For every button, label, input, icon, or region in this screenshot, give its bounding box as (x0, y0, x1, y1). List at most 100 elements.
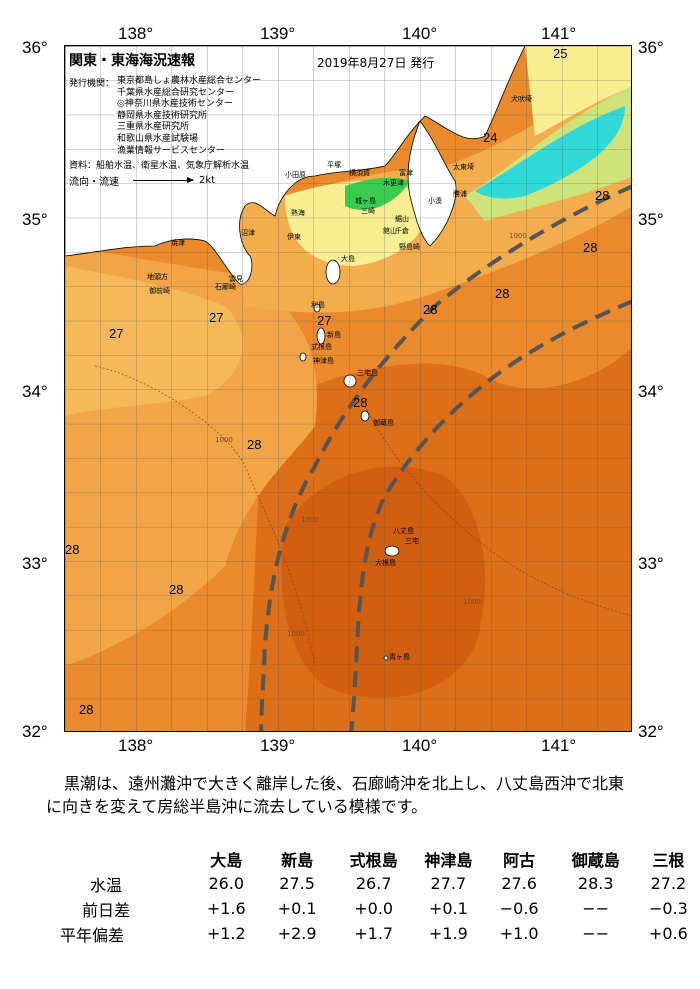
column-header: 阿古 (503, 850, 536, 870)
isobath-label: 1000 (463, 598, 481, 606)
table-cell: −− (582, 899, 610, 918)
place-label: 三宅島 (357, 369, 378, 377)
table-cell: +0.1 (277, 899, 317, 918)
table-cell: +0.1 (428, 899, 468, 918)
contour-label: 28 (247, 437, 262, 452)
current-legend: 流向・流速 2kt (69, 173, 215, 188)
lat-tick-34-right: 34° (638, 382, 664, 401)
column-header: 新島 (281, 850, 314, 870)
water-temperature-table: 大島 新島 式根島 神津島 阿古 御蔵島 三根 水温 26.0 27.5 26.… (60, 846, 700, 946)
row-label: 平年偏差 (60, 925, 125, 945)
place-label: 青ヶ島 (389, 653, 410, 661)
column-header: 神津島 (424, 850, 473, 870)
contour-label: 24 (483, 130, 498, 145)
place-label: 焼津 (171, 239, 185, 247)
contour-label: 28 (79, 702, 94, 717)
column-header: 三根 (652, 850, 685, 870)
lon-tick-140-bottom: 140° (402, 736, 438, 755)
current-arrow-icon (133, 177, 194, 183)
place-label: 平塚 (327, 161, 341, 169)
table-cell: −− (582, 924, 610, 943)
contour-label: 28 (423, 302, 438, 317)
agency-label: 発行機関： (69, 79, 115, 89)
place-label: 熱海 (291, 209, 305, 217)
place-label: 横須賀 (349, 169, 370, 177)
table-cell: 27.7 (430, 874, 467, 893)
current-legend-label: 流向・流速 (69, 177, 119, 188)
lat-tick-32-left: 32° (22, 722, 48, 741)
table-cell: +0.6 (648, 924, 688, 943)
table-cell: +2.9 (277, 924, 317, 943)
summary-line: 黒潮は、遠州灘沖で大きく離岸した後、石廊崎沖を北上し、八丈島西沖で北東 (64, 774, 625, 793)
place-label: 勝浦 (453, 190, 467, 198)
table-cell: −0.6 (499, 899, 539, 918)
place-label: 利島 (311, 301, 325, 309)
place-label: 小湊 (428, 197, 442, 205)
agency-item: 静岡県水産技術研究所 (117, 110, 208, 121)
table-cell: 27.5 (279, 874, 315, 893)
column-header: 御蔵島 (571, 850, 620, 870)
kuroshio-axis-east (349, 299, 631, 731)
place-label: 八丈島 (393, 527, 414, 535)
lat-tick-33-right: 33° (638, 554, 664, 573)
table-cell: +1.9 (428, 924, 468, 943)
lat-tick-34-left: 34° (22, 382, 48, 401)
lon-tick-141-bottom: 141° (541, 736, 577, 755)
lat-tick-32-right: 32° (638, 722, 664, 741)
place-label: 御蔵島 (373, 419, 394, 427)
lat-tick-35-left: 35° (22, 210, 48, 229)
place-label: 城ヶ島 (355, 197, 376, 205)
table-cell: 27.2 (650, 874, 687, 893)
place-label: 神津島 (313, 357, 334, 365)
agency-item: ◎神奈川県水産技術センター (117, 99, 233, 110)
current-legend-scale: 2kt (199, 175, 216, 186)
isobath-label: 1000 (215, 436, 233, 444)
lon-tick-138-top: 138° (118, 24, 154, 43)
sea-temperature-map: 関東・東海海況速報 2019年8月27日 発行 発行機関： 東京都島しょ農林水産… (64, 45, 632, 732)
data-sources: 資料：船舶水温、衛星水温、気象庁解析水温 (69, 161, 250, 171)
place-label: 小田原 (285, 171, 306, 179)
row-label: 水温 (90, 875, 123, 895)
place-label: 鋸山 (395, 215, 409, 223)
place-label: 式根島 (311, 343, 332, 351)
row-label: 前日差 (82, 900, 131, 920)
place-label: 三崎 (361, 207, 375, 215)
agency-item: 東京都島しょ農林水産総合センター (117, 76, 262, 86)
table-cell: +1.0 (499, 924, 539, 943)
map-canvas (65, 46, 631, 731)
summary-text: 黒潮は、遠州灘沖で大きく離岸した後、石廊崎沖を北上し、八丈島西沖で北東 に向きを… (46, 772, 666, 818)
table-cell: 28.3 (577, 874, 614, 893)
place-label: 野島崎 (399, 243, 420, 251)
map-title: 関東・東海海況速報 (69, 53, 195, 69)
contour-label: 28 (353, 395, 368, 410)
agency-item: 三重県水産研究所 (117, 122, 190, 133)
table-row: 平年偏差 +1.2 +2.9 +1.7 +1.9 +1.0 −− +0.6 (60, 921, 700, 946)
agency-item: 千葉県水産総合研究センター (117, 87, 235, 98)
place-label: 雲見 (229, 275, 243, 283)
contour-label: 28 (583, 240, 598, 255)
contour-label: 27 (109, 326, 124, 341)
issue-date: 2019年8月27日 発行 (317, 56, 435, 70)
place-label: 沼津 (241, 229, 255, 237)
contour-label: 28 (595, 188, 610, 203)
lon-tick-138-bottom: 138° (118, 736, 154, 755)
contour-label: 28 (169, 582, 184, 597)
lon-tick-139-bottom: 139° (260, 736, 296, 755)
place-label: 木更津 (383, 179, 404, 187)
isobath-label: 1000 (301, 516, 319, 524)
place-label: 千倉 (395, 227, 409, 235)
contour-label: 28 (495, 286, 510, 301)
place-label: 太東埼 (453, 163, 474, 171)
place-label: 大島 (341, 255, 355, 263)
table-cell: +0.0 (354, 899, 394, 918)
column-header: 大島 (210, 850, 243, 870)
contour-label: 27 (317, 313, 332, 328)
isobath-label: 1000 (509, 232, 527, 240)
isobath-label: 1000 (287, 630, 305, 638)
kuroshio-axis-west (259, 184, 631, 731)
lon-tick-139-top: 139° (260, 24, 296, 43)
table-cell: +1.7 (354, 924, 394, 943)
place-label: 館山 (383, 227, 397, 235)
place-label: 伊東 (287, 233, 301, 241)
contour-label: 27 (209, 310, 224, 325)
